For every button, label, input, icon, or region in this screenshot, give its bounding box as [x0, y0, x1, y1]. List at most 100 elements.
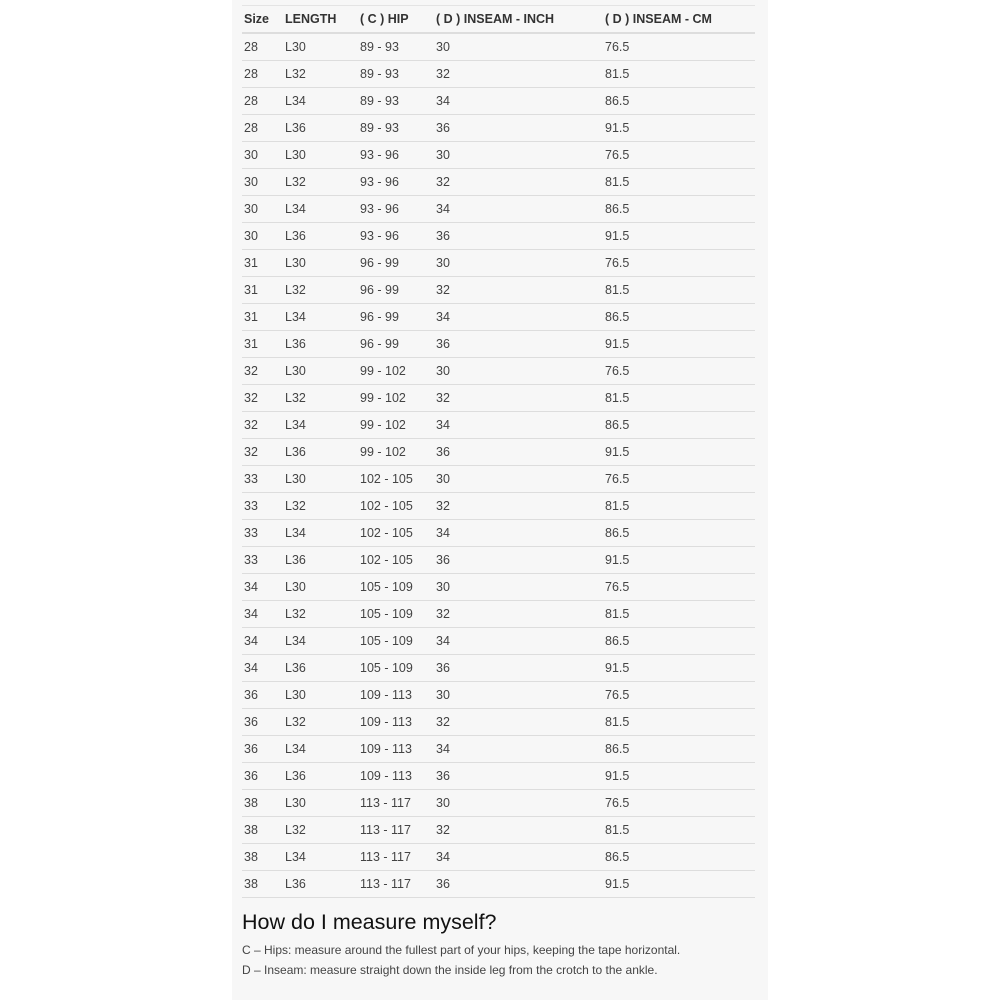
table-cell: 81.5	[603, 708, 755, 736]
hips-note: C – Hips: measure around the fullest par…	[242, 943, 681, 957]
table-cell: 30	[434, 681, 603, 709]
table-cell: 31	[242, 330, 283, 358]
table-cell: L32	[283, 168, 358, 196]
table-row: 36 L34 109 - 113 34 86.5	[242, 735, 755, 763]
table-cell: L32	[283, 276, 358, 304]
table-cell: 86.5	[603, 87, 755, 115]
table-cell: 30	[242, 168, 283, 196]
table-row: 33 L34 102 - 105 34 86.5	[242, 519, 755, 547]
table-cell: L30	[283, 141, 358, 169]
table-row: 38 L30 113 - 117 30 76.5	[242, 789, 755, 817]
table-cell: 28	[242, 87, 283, 115]
table-cell: 113 - 117	[358, 843, 434, 871]
table-cell: 76.5	[603, 33, 755, 61]
table-cell: 34	[242, 600, 283, 628]
table-row: 28 L34 89 - 93 34 86.5	[242, 87, 755, 115]
table-cell: 33	[242, 492, 283, 520]
table-cell: 36	[434, 114, 603, 142]
table-cell: 30	[434, 357, 603, 385]
table-cell: 102 - 105	[358, 546, 434, 574]
table-cell: 99 - 102	[358, 411, 434, 439]
inseam-note: D – Inseam: measure straight down the in…	[242, 963, 658, 977]
table-cell: 93 - 96	[358, 141, 434, 169]
table-row: 33 L32 102 - 105 32 81.5	[242, 492, 755, 520]
table-cell: L30	[283, 465, 358, 493]
table-row: 32 L32 99 - 102 32 81.5	[242, 384, 755, 412]
table-cell: 34	[434, 195, 603, 223]
table-row: 28 L32 89 - 93 32 81.5	[242, 60, 755, 88]
table-cell: 93 - 96	[358, 195, 434, 223]
column-header: ( D ) INSEAM - INCH	[434, 5, 603, 34]
table-cell: 34	[434, 735, 603, 763]
column-header: Size	[242, 5, 283, 34]
table-cell: 30	[434, 249, 603, 277]
table-cell: L36	[283, 870, 358, 898]
table-cell: 86.5	[603, 195, 755, 223]
table-cell: 36	[434, 222, 603, 250]
table-cell: L32	[283, 492, 358, 520]
table-cell: 81.5	[603, 384, 755, 412]
table-cell: 32	[242, 357, 283, 385]
table-cell: L36	[283, 546, 358, 574]
table-row: 30 L32 93 - 96 32 81.5	[242, 168, 755, 196]
table-cell: 91.5	[603, 762, 755, 790]
table-row: 32 L30 99 - 102 30 76.5	[242, 357, 755, 385]
table-cell: 30	[242, 195, 283, 223]
table-cell: L30	[283, 789, 358, 817]
table-row: 31 L30 96 - 99 30 76.5	[242, 249, 755, 277]
table-cell: 76.5	[603, 249, 755, 277]
table-cell: L36	[283, 330, 358, 358]
table-cell: 36	[434, 546, 603, 574]
table-cell: 30	[434, 573, 603, 601]
table-cell: 93 - 96	[358, 222, 434, 250]
table-row: 33 L36 102 - 105 36 91.5	[242, 546, 755, 574]
column-header: ( D ) INSEAM - CM	[603, 5, 755, 34]
table-row: 30 L36 93 - 96 36 91.5	[242, 222, 755, 250]
table-cell: 91.5	[603, 870, 755, 898]
table-cell: 32	[242, 384, 283, 412]
table-row: 38 L32 113 - 117 32 81.5	[242, 816, 755, 844]
table-cell: 109 - 113	[358, 681, 434, 709]
table-cell: 32	[242, 411, 283, 439]
table-cell: L34	[283, 87, 358, 115]
table-cell: L30	[283, 357, 358, 385]
table-cell: 30	[434, 789, 603, 817]
table-cell: 86.5	[603, 735, 755, 763]
table-cell: 76.5	[603, 681, 755, 709]
table-cell: 86.5	[603, 627, 755, 655]
table-cell: 28	[242, 114, 283, 142]
table-cell: 34	[434, 843, 603, 871]
table-cell: L36	[283, 438, 358, 466]
table-cell: L32	[283, 600, 358, 628]
table-cell: 34	[434, 87, 603, 115]
table-cell: 32	[242, 438, 283, 466]
table-cell: 34	[434, 303, 603, 331]
table-cell: 36	[242, 708, 283, 736]
table-cell: 31	[242, 303, 283, 331]
table-row: 36 L36 109 - 113 36 91.5	[242, 762, 755, 790]
size-chart-panel: Size LENGTH( C ) HIP( D ) INSEAM - INCH( …	[232, 0, 768, 1000]
table-cell: L30	[283, 33, 358, 61]
table-cell: 31	[242, 276, 283, 304]
table-row: 36 L30 109 - 113 30 76.5	[242, 681, 755, 709]
table-cell: 32	[434, 276, 603, 304]
table-row: 36 L32 109 - 113 32 81.5	[242, 708, 755, 736]
table-cell: 91.5	[603, 222, 755, 250]
table-cell: 89 - 93	[358, 87, 434, 115]
table-cell: 91.5	[603, 114, 755, 142]
table-cell: 32	[434, 60, 603, 88]
table-cell: 109 - 113	[358, 762, 434, 790]
table-cell: 34	[242, 573, 283, 601]
table-cell: L32	[283, 708, 358, 736]
table-cell: 102 - 105	[358, 519, 434, 547]
table-row: 28 L36 89 - 93 36 91.5	[242, 114, 755, 142]
table-body: 28 L30 89 - 93 30 76.5 28 L32 89 - 93 32 81.5 28 L3…	[242, 33, 755, 898]
table-cell: 32	[434, 708, 603, 736]
table-cell: 96 - 99	[358, 330, 434, 358]
table-cell: L36	[283, 222, 358, 250]
table-cell: 28	[242, 33, 283, 61]
table-cell: 99 - 102	[358, 384, 434, 412]
table-cell: 113 - 117	[358, 789, 434, 817]
table-cell: 109 - 113	[358, 735, 434, 763]
table-cell: 86.5	[603, 411, 755, 439]
